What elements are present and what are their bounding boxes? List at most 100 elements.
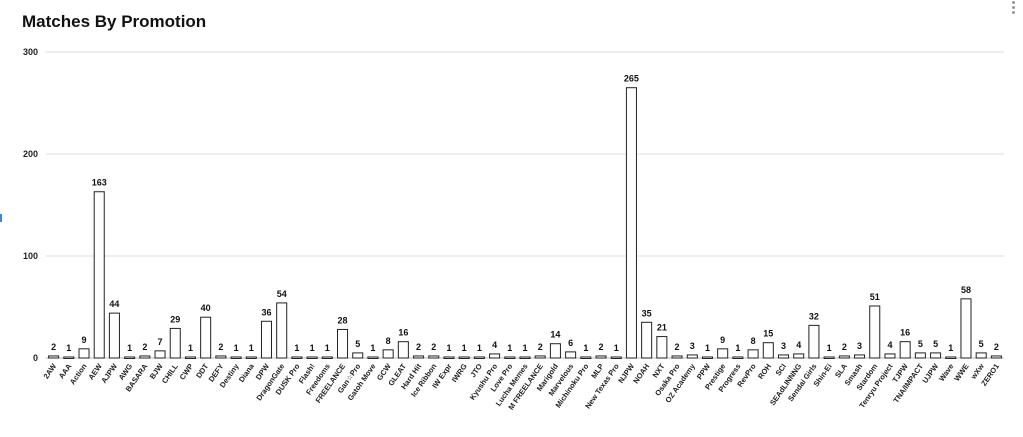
bar[interactable] — [717, 348, 729, 359]
bar[interactable] — [854, 354, 866, 359]
bar[interactable] — [473, 356, 485, 359]
bar[interactable] — [914, 352, 926, 359]
data-label: 14 — [550, 330, 560, 340]
data-label: 1 — [735, 343, 740, 353]
x-tick-label: CWP — [178, 362, 195, 381]
bar[interactable] — [595, 355, 607, 359]
bar[interactable] — [413, 355, 425, 359]
resize-handle[interactable] — [0, 214, 2, 222]
bar[interactable] — [230, 356, 242, 359]
data-label: 9 — [720, 335, 725, 345]
bar[interactable] — [641, 321, 653, 359]
data-label: 1 — [370, 343, 375, 353]
bar[interactable] — [352, 352, 364, 359]
data-label: 35 — [642, 308, 652, 318]
data-label: 15 — [763, 329, 773, 339]
bar[interactable] — [504, 356, 516, 359]
kebab-menu-icon[interactable] — [1009, 0, 1017, 16]
data-label: 16 — [398, 328, 408, 338]
x-tick-label: Diana — [237, 361, 257, 384]
bar[interactable] — [321, 356, 333, 359]
x-tick-label: UJPW — [920, 361, 940, 385]
bar[interactable] — [534, 355, 546, 359]
data-label: 1 — [948, 343, 953, 353]
x-tick-label: Action — [68, 362, 89, 387]
bar[interactable] — [884, 353, 896, 359]
bar[interactable] — [306, 356, 318, 359]
data-label: 2 — [218, 342, 223, 352]
bar[interactable] — [276, 302, 288, 359]
data-label: 1 — [583, 343, 588, 353]
bar[interactable] — [975, 352, 987, 359]
bar[interactable] — [686, 354, 698, 359]
x-tick-label: IWRG — [450, 362, 469, 384]
bar[interactable] — [245, 356, 257, 359]
bar[interactable] — [139, 355, 151, 359]
bar[interactable] — [78, 348, 90, 359]
data-label: 29 — [170, 314, 180, 324]
bar[interactable] — [337, 328, 349, 359]
bar[interactable] — [945, 356, 957, 359]
bar[interactable] — [458, 356, 470, 359]
bar[interactable] — [701, 356, 713, 359]
bar[interactable] — [580, 356, 592, 359]
bar[interactable] — [549, 343, 561, 359]
bar[interactable] — [747, 349, 759, 359]
bar[interactable] — [200, 316, 212, 359]
bar[interactable] — [382, 349, 394, 359]
bar[interactable] — [808, 324, 820, 359]
bar[interactable] — [960, 298, 972, 359]
bar[interactable] — [762, 342, 774, 359]
bar[interactable] — [443, 356, 455, 359]
bar[interactable] — [519, 356, 531, 359]
bar[interactable] — [793, 353, 805, 359]
data-label: 2 — [675, 342, 680, 352]
bar[interactable] — [154, 350, 166, 359]
bar[interactable] — [610, 356, 622, 359]
bars — [48, 87, 1002, 359]
bar[interactable] — [108, 312, 120, 359]
bar[interactable] — [930, 352, 942, 359]
bar[interactable] — [48, 355, 60, 359]
bar[interactable] — [184, 356, 196, 359]
bar[interactable] — [93, 191, 105, 359]
data-label: 2 — [416, 342, 421, 352]
data-label: 2 — [142, 342, 147, 352]
bar[interactable] — [777, 354, 790, 359]
bar[interactable] — [565, 351, 577, 359]
bar[interactable] — [899, 341, 911, 359]
y-tick-label: 300 — [23, 47, 38, 57]
bar[interactable] — [869, 305, 881, 359]
data-label: 5 — [355, 339, 360, 349]
bar[interactable] — [367, 356, 379, 359]
data-label: 28 — [338, 315, 348, 325]
bar[interactable] — [215, 355, 227, 359]
x-tick-label: AJPW — [99, 361, 119, 385]
bar[interactable] — [732, 356, 744, 359]
bar[interactable] — [838, 355, 850, 359]
data-label: 2 — [994, 342, 999, 352]
bar[interactable] — [656, 336, 668, 359]
bar[interactable] — [124, 356, 136, 359]
bar[interactable] — [428, 355, 440, 359]
data-label: 8 — [751, 336, 756, 346]
data-label: 1 — [522, 343, 527, 353]
bar[interactable] — [489, 353, 501, 359]
bar[interactable] — [625, 87, 637, 359]
data-label: 2 — [842, 342, 847, 352]
data-label: 1 — [827, 343, 832, 353]
bar[interactable] — [291, 356, 303, 359]
bar[interactable] — [671, 355, 683, 359]
data-label: 36 — [261, 307, 271, 317]
bar[interactable] — [823, 356, 835, 359]
bar[interactable] — [63, 356, 75, 359]
bar[interactable] — [169, 327, 181, 359]
data-label: 3 — [781, 341, 786, 351]
bar[interactable] — [397, 341, 409, 359]
data-label: 1 — [127, 343, 132, 353]
bar[interactable] — [260, 320, 273, 359]
x-tick-label: NOAH — [631, 362, 651, 385]
data-label: 5 — [933, 339, 938, 349]
bar[interactable] — [990, 355, 1002, 359]
